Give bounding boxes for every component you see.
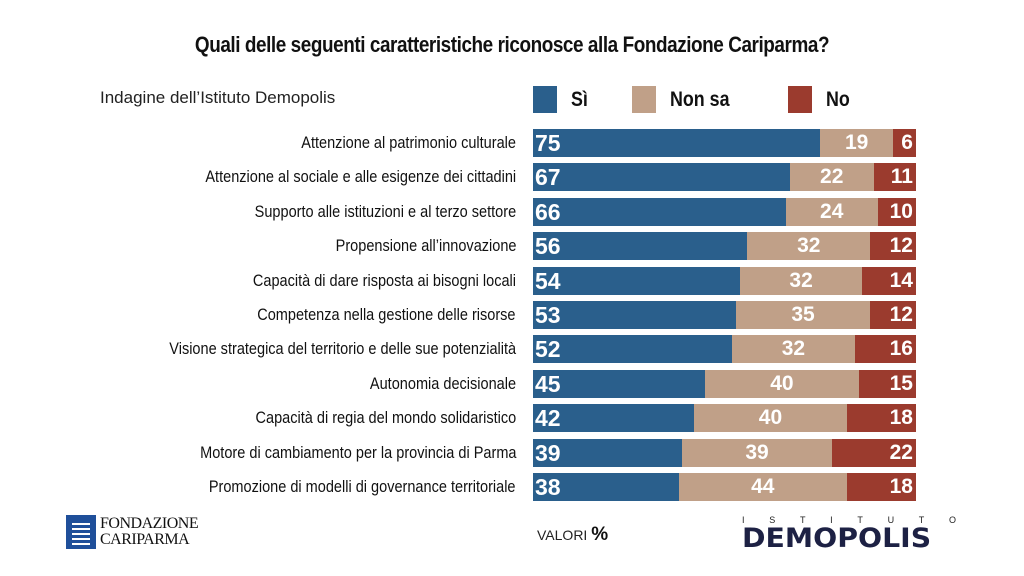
data-label-no: 12 xyxy=(870,232,913,260)
legend-swatch-no xyxy=(788,86,812,113)
data-label-si: 54 xyxy=(535,267,561,295)
legend-swatch-si xyxy=(533,86,557,113)
data-label-no: 10 xyxy=(878,198,913,226)
legend-item-no: No xyxy=(788,86,854,113)
demopolis-logo: ISTITUTO DEMOPOLIS xyxy=(742,515,956,553)
data-label-non-sa: 32 xyxy=(732,335,855,363)
category-label: Capacità di regia del mondo solidaristic… xyxy=(220,404,516,432)
legend-item-non-sa: Non sa xyxy=(632,86,740,113)
category-label: Attenzione al patrimonio culturale xyxy=(272,129,516,157)
legend-swatch-non-sa xyxy=(632,86,656,113)
data-label-non-sa: 32 xyxy=(747,232,870,260)
data-label-si: 39 xyxy=(535,439,561,467)
data-label-non-sa: 32 xyxy=(740,267,863,295)
fondazione-cariparma-logo: FONDAZIONE CARIPARMA xyxy=(66,515,198,549)
category-label: Capacità di dare risposta ai bisogni loc… xyxy=(217,267,516,295)
legend-label-si: Sì xyxy=(571,88,588,112)
data-label-non-sa: 44 xyxy=(679,473,848,501)
category-label: Attenzione al sociale e alle esigenze de… xyxy=(163,163,516,191)
legend-label-no: No xyxy=(826,88,850,112)
category-label: Competenza nella gestione delle risorse xyxy=(222,301,516,329)
legend-item-si: Sì xyxy=(533,86,591,113)
bar-segment-si xyxy=(533,232,748,260)
fondazione-logo-mark-icon xyxy=(66,515,96,549)
bar-segment-si xyxy=(533,163,790,191)
data-label-non-sa: 40 xyxy=(705,370,858,398)
values-note: VALORI % xyxy=(537,524,608,546)
logo-left-line1: FONDAZIONE xyxy=(100,516,198,532)
data-label-si: 66 xyxy=(535,198,561,226)
category-label: Supporto alle istituzioni e al terzo set… xyxy=(219,198,516,226)
data-label-non-sa: 35 xyxy=(736,301,870,329)
data-label-no: 16 xyxy=(855,335,913,363)
data-label-si: 38 xyxy=(535,473,561,501)
data-label-non-sa: 24 xyxy=(786,198,878,226)
logo-letter: O xyxy=(949,515,956,525)
logo-left-line2: CARIPARMA xyxy=(100,532,198,548)
chart-title: Quali delle seguenti caratteristiche ric… xyxy=(72,32,953,58)
data-label-non-sa: 39 xyxy=(682,439,831,467)
data-label-si: 56 xyxy=(535,232,561,260)
logo-right-main: DEMOPOLIS xyxy=(742,525,967,553)
data-label-no: 18 xyxy=(847,473,913,501)
category-label: Promozione di modelli di governance terr… xyxy=(167,473,516,501)
data-label-no: 18 xyxy=(847,404,913,432)
bar-segment-si xyxy=(533,301,736,329)
category-label: Visione strategica del territorio e dell… xyxy=(122,335,516,363)
data-label-si: 67 xyxy=(535,163,561,191)
data-label-si: 45 xyxy=(535,370,561,398)
category-label: Autonomia decisionale xyxy=(350,370,516,398)
data-label-no: 22 xyxy=(832,439,913,467)
values-label: VALORI xyxy=(537,527,587,543)
data-label-no: 14 xyxy=(862,267,913,295)
bar-segment-si xyxy=(533,335,733,363)
data-label-no: 15 xyxy=(859,370,913,398)
bar-segment-si xyxy=(533,267,740,295)
bar-segment-si xyxy=(533,129,821,157)
data-label-non-sa: 19 xyxy=(820,129,893,157)
data-label-no: 6 xyxy=(893,129,913,157)
data-label-si: 53 xyxy=(535,301,561,329)
data-label-si: 42 xyxy=(535,404,561,432)
bar-segment-si xyxy=(533,198,786,226)
category-label: Motore di cambiamento per la provincia d… xyxy=(157,439,517,467)
data-label-si: 52 xyxy=(535,335,561,363)
category-label: Propensione all’innovazione xyxy=(311,232,516,260)
data-label-no: 11 xyxy=(874,163,913,191)
chart-subtitle: Indagine dell’Istituto Demopolis xyxy=(100,88,335,108)
legend-label-non-sa: Non sa xyxy=(670,88,730,112)
data-label-si: 75 xyxy=(535,129,561,157)
data-label-non-sa: 40 xyxy=(694,404,847,432)
data-label-non-sa: 22 xyxy=(790,163,874,191)
data-label-no: 12 xyxy=(870,301,913,329)
percent-symbol: % xyxy=(591,524,608,545)
